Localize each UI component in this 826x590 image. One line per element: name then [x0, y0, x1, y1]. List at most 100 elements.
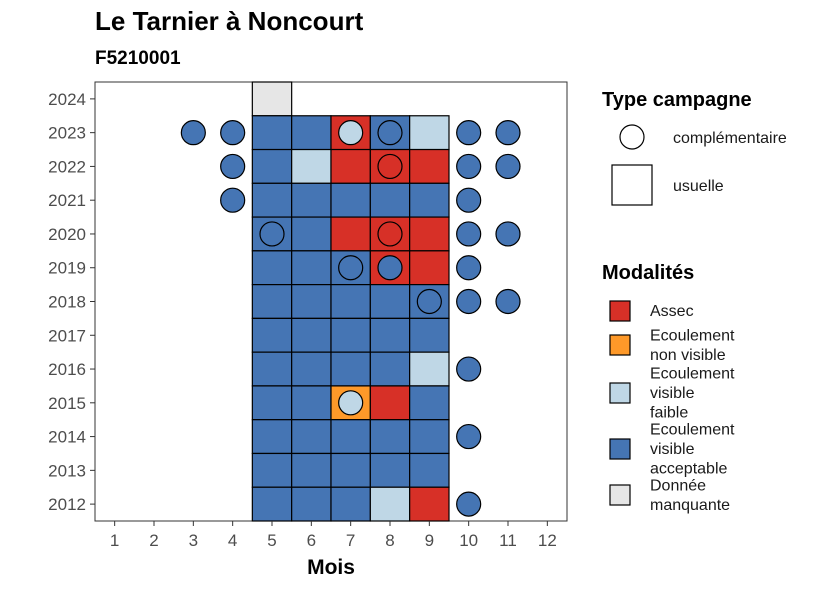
tile-2015-5 — [251, 385, 293, 421]
point-2022-11 — [495, 153, 521, 180]
tile-2019-6 — [291, 250, 332, 286]
tile-2015-9 — [409, 385, 450, 421]
point-2021-10 — [456, 187, 482, 213]
legend-mod-label: non visible — [650, 347, 726, 364]
tile-2013-7 — [330, 452, 371, 488]
y-tick-label: 2014 — [48, 428, 86, 447]
tile-2018-7 — [330, 284, 371, 319]
point-2018-9 — [416, 288, 442, 315]
point-2022-10 — [456, 153, 482, 180]
point-2023-8 — [377, 120, 403, 146]
tile-2014-8 — [369, 419, 411, 455]
x-tick-label: 1 — [110, 531, 119, 550]
tile-2013-9 — [409, 452, 450, 488]
tile-2018-6 — [291, 284, 332, 319]
point-2020-10 — [456, 221, 482, 247]
legend-modalites: Modalités Assec Ecoulement non visible Ecou… — [602, 262, 735, 514]
legend-type-label-complementaire: complémentaire — [673, 130, 787, 147]
tile-2021-7 — [330, 182, 371, 218]
legend-mod-title: Modalités — [602, 262, 694, 284]
legend-mod-label: visible — [650, 385, 695, 402]
x-tick-label: 9 — [425, 531, 434, 550]
tile-2021-9 — [409, 182, 450, 218]
x-tick-label: 3 — [189, 531, 198, 550]
point-2019-7 — [338, 255, 364, 281]
tile-2018-8 — [369, 284, 411, 319]
point-2023-11 — [495, 120, 521, 146]
tile-2019-9 — [409, 250, 450, 286]
point-2023-3 — [180, 120, 206, 146]
x-tick-label: 11 — [499, 531, 517, 550]
tile-2012-9 — [409, 486, 450, 522]
tile-2014-6 — [291, 419, 332, 455]
x-tick-label: 12 — [538, 531, 557, 550]
legend-mod-label: Ecoulement — [650, 327, 735, 344]
legend-key-2 — [609, 382, 631, 404]
chart-title: Le Tarnier à Noncourt — [95, 6, 364, 36]
y-tick-label: 2017 — [48, 326, 86, 345]
point-2016-10 — [456, 356, 482, 382]
tile-2017-6 — [291, 317, 332, 353]
tile-2012-8 — [369, 486, 411, 522]
tile-2021-5 — [251, 182, 293, 218]
tile-2023-6 — [291, 115, 332, 151]
tile-2023-5 — [251, 115, 293, 151]
tile-2014-9 — [409, 419, 450, 455]
y-tick-label: 2019 — [48, 259, 86, 278]
legend-mod-label: manquante — [650, 497, 730, 514]
point-2020-8 — [377, 221, 403, 247]
legend-type-title: Type campagne — [602, 89, 752, 111]
legend-type-campagne: Type campagne complémentaire usuelle — [602, 89, 787, 206]
tile-2016-6 — [291, 351, 332, 387]
tile-2013-5 — [251, 452, 293, 488]
point-2018-10 — [456, 288, 482, 315]
tile-2022-6 — [291, 148, 332, 184]
y-tick-label: 2020 — [48, 225, 86, 244]
tile-2020-6 — [291, 216, 332, 252]
tile-2018-5 — [251, 284, 293, 319]
legend-mod-label: visible — [650, 441, 695, 458]
y-tick-label: 2016 — [48, 360, 86, 379]
point-2015-7 — [338, 390, 364, 416]
tile-2023-9 — [409, 115, 450, 151]
tile-2020-9 — [409, 216, 450, 252]
tile-2012-7 — [330, 486, 371, 522]
legend-key-0 — [609, 300, 631, 322]
legend-square-key — [611, 164, 653, 206]
tile-2017-8 — [369, 317, 411, 353]
x-tick-label: 6 — [307, 531, 316, 550]
x-tick-label: 10 — [459, 531, 478, 550]
tile-2019-5 — [251, 250, 293, 286]
y-tick-label: 2023 — [48, 124, 86, 143]
point-2021-4 — [220, 187, 246, 213]
y-tick-label: 2024 — [48, 90, 86, 109]
tile-2014-5 — [251, 419, 293, 455]
y-tick-label: 2021 — [48, 191, 86, 210]
tile-2022-9 — [409, 148, 450, 184]
tile-2016-8 — [369, 351, 411, 387]
y-tick-label: 2022 — [48, 157, 86, 176]
legend-mod-label: acceptable — [650, 461, 727, 478]
legend-mod-label: faible — [650, 405, 688, 422]
point-2019-8 — [377, 255, 403, 281]
tile-2013-6 — [291, 452, 332, 488]
y-tick-label: 2015 — [48, 394, 86, 413]
legend-key-1 — [609, 334, 631, 356]
tile-2024-5 — [251, 81, 293, 117]
tile-2022-7 — [330, 148, 371, 184]
legend-mod-label: Assec — [650, 303, 694, 320]
point-2019-10 — [456, 255, 482, 281]
tile-2017-9 — [409, 317, 450, 353]
x-axis-title: Mois — [307, 556, 355, 579]
tile-2016-7 — [330, 351, 371, 387]
point-2022-4 — [220, 153, 246, 180]
point-2014-10 — [456, 423, 482, 450]
legend-mod-label: Ecoulement — [650, 366, 735, 383]
point-2018-11 — [495, 288, 521, 315]
tile-2016-5 — [251, 351, 293, 387]
tile-2016-9 — [409, 351, 450, 387]
tile-2014-7 — [330, 419, 371, 455]
tile-2015-8 — [369, 385, 411, 421]
legend-mod-label: Donnée — [650, 477, 706, 494]
